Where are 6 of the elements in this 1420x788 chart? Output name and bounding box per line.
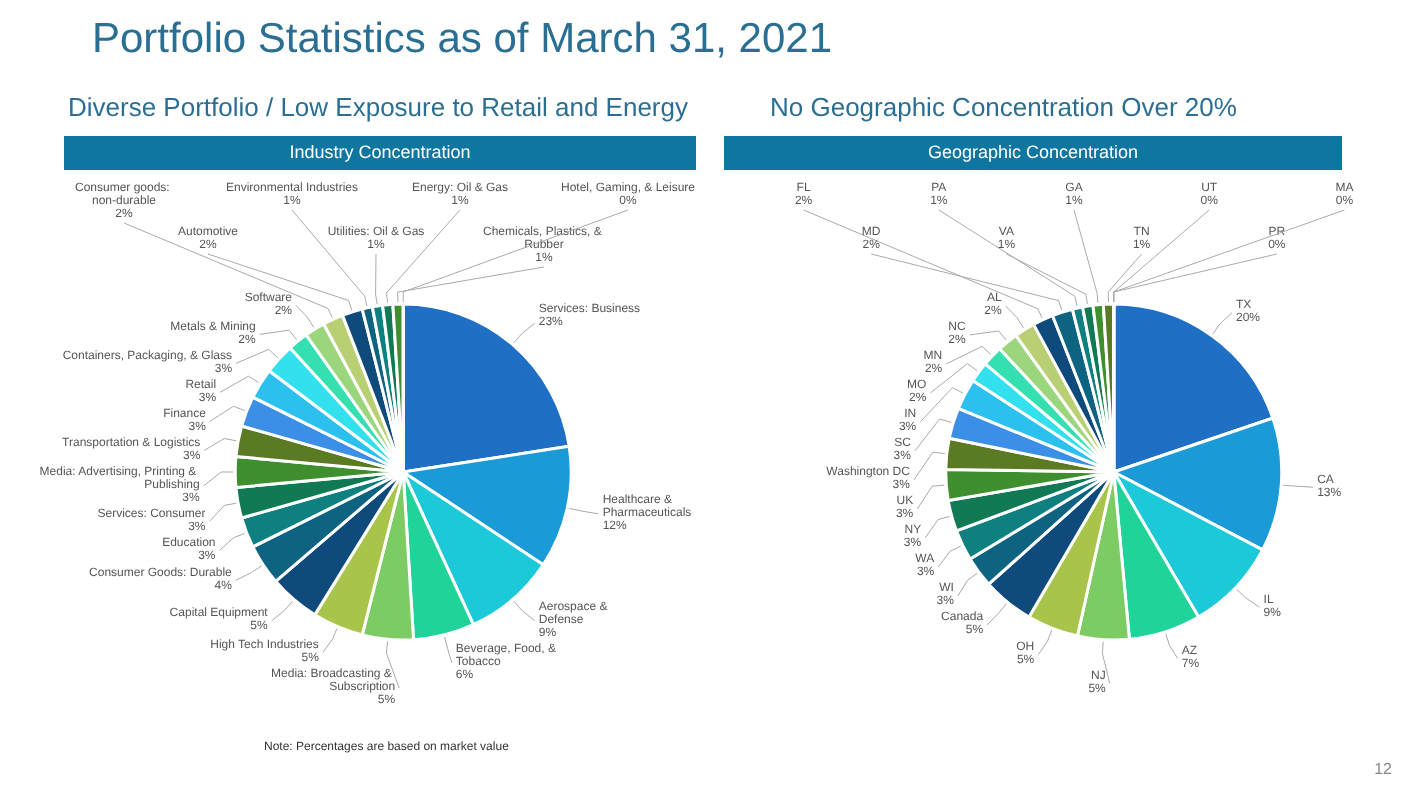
chart-title: Geographic Concentration [724, 136, 1342, 170]
text: 12 [1374, 760, 1392, 778]
chart-title: Industry Concentration [64, 136, 696, 170]
chart-subtitle: Diverse Portfolio / Low Exposure to Retail and Energy [68, 92, 688, 122]
chart-subtitle: No Geographic Concentration Over 20% [770, 92, 1237, 122]
text: Portfolio Statistics as of March 31, 2021 [92, 16, 833, 64]
